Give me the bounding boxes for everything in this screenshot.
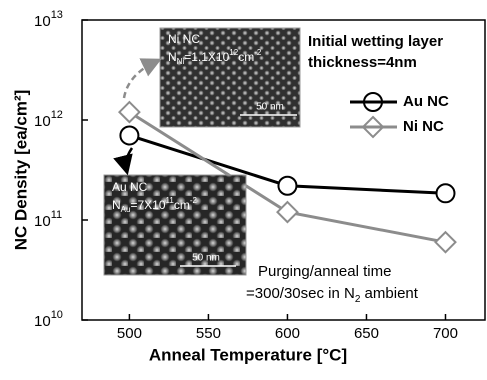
y-tick-exp: 11 xyxy=(51,209,62,221)
scale-label: 50 nm xyxy=(256,102,284,113)
y-tick-label: 1013 xyxy=(34,9,63,30)
legend-label: Au NC xyxy=(403,93,449,110)
point xyxy=(278,177,296,195)
x-tick-label: 600 xyxy=(275,325,300,342)
y-tick-exp: 10 xyxy=(51,309,63,321)
y-axis-label: NC Density [ea/cm²] xyxy=(11,90,30,251)
inset-ni: Ni NC NNi=1.1X1012cm-2 50 nm xyxy=(160,28,300,127)
legend-label: Ni NC xyxy=(403,118,444,135)
x-axis-label: Anneal Temperature [°C] xyxy=(149,345,347,364)
x-tick-label: 500 xyxy=(117,325,142,342)
inset-title: Au NC xyxy=(112,180,148,194)
y-tick-label: 1011 xyxy=(34,209,62,230)
point xyxy=(436,184,454,202)
annotation: =300/30sec in N2 ambient xyxy=(246,285,419,305)
arrow xyxy=(126,148,132,168)
y-tick-label: 1010 xyxy=(34,309,63,330)
annotation: Purging/anneal time xyxy=(258,263,391,280)
annotation: thickness=4nm xyxy=(308,54,417,71)
y-tick-base: 10 xyxy=(34,13,51,30)
y-tick-base: 10 xyxy=(34,213,51,230)
arrow xyxy=(124,62,155,98)
scale-label: 50 nm xyxy=(192,253,220,264)
y-tick-base: 10 xyxy=(34,113,51,130)
point xyxy=(435,232,455,252)
y-tick-exp: 13 xyxy=(51,9,63,21)
x-tick-label: 700 xyxy=(433,325,458,342)
x-tick-label: 650 xyxy=(354,325,379,342)
annotation: Initial wetting layer xyxy=(308,33,443,50)
x-tick-label: 550 xyxy=(196,325,221,342)
y-tick-label: 1012 xyxy=(34,109,63,130)
point xyxy=(277,202,297,222)
inset-au: Au NC NAu=7X1011cm-2 50 nm xyxy=(104,175,246,275)
inset-title: Ni NC xyxy=(168,32,200,46)
y-tick-exp: 12 xyxy=(51,109,63,121)
point xyxy=(119,102,139,122)
point xyxy=(120,126,138,144)
y-tick-base: 10 xyxy=(34,313,51,330)
chart: 5005506006507001010101110121013 Anneal T… xyxy=(0,0,487,375)
